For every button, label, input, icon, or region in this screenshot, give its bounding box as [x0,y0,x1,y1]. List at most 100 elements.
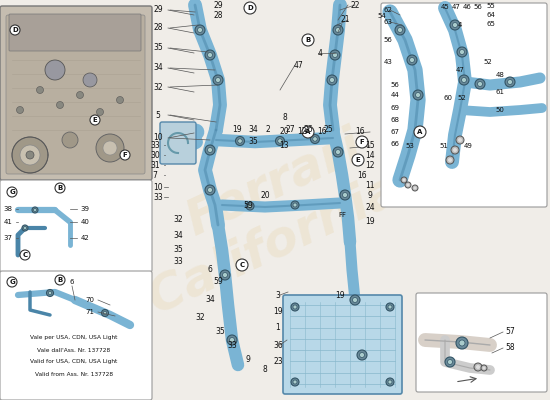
Text: 57: 57 [505,328,515,336]
Text: A: A [417,129,423,135]
Circle shape [236,259,248,271]
Text: 38: 38 [3,206,13,212]
Text: 10: 10 [153,182,163,192]
Circle shape [47,290,53,296]
Circle shape [55,183,65,193]
Circle shape [220,270,230,280]
Circle shape [505,77,515,87]
Text: 33: 33 [150,140,160,150]
Text: D: D [12,27,18,33]
Text: 35: 35 [153,44,163,52]
Circle shape [34,208,36,212]
Text: 6: 6 [70,279,74,285]
Text: 30: 30 [150,150,160,160]
Circle shape [453,22,458,28]
Circle shape [76,92,84,98]
Circle shape [117,96,124,104]
Circle shape [20,250,30,260]
Text: Vale per USA, CDN, USA Light: Vale per USA, CDN, USA Light [30,336,118,340]
Text: 1: 1 [276,324,280,332]
Circle shape [445,357,455,367]
Circle shape [302,34,314,46]
Text: 56: 56 [474,4,482,10]
Text: F: F [360,139,364,145]
Text: 26: 26 [303,126,313,134]
Text: B: B [57,277,63,283]
Text: 39: 39 [80,206,90,212]
Circle shape [293,305,297,309]
Text: 33: 33 [227,340,237,350]
Text: 70: 70 [85,297,95,303]
Circle shape [388,305,392,309]
Circle shape [451,146,459,154]
Text: 16: 16 [355,128,365,136]
Text: 4: 4 [317,48,322,58]
Text: 28: 28 [153,24,163,32]
Circle shape [410,58,415,62]
Circle shape [413,90,423,100]
Text: 40: 40 [80,219,90,225]
Text: 24: 24 [365,204,375,212]
Text: 37: 37 [3,235,13,241]
Text: 55: 55 [487,3,496,9]
Circle shape [195,25,205,35]
Circle shape [248,204,252,208]
Circle shape [340,190,350,200]
FancyBboxPatch shape [9,14,141,51]
Text: 59: 59 [213,278,223,286]
Circle shape [12,137,48,173]
Text: 56: 56 [383,37,393,43]
Circle shape [476,365,480,369]
Text: 52: 52 [483,59,492,65]
Circle shape [412,185,418,191]
Text: 19: 19 [365,218,375,226]
Text: 10: 10 [153,134,163,142]
Text: 20: 20 [279,128,289,136]
Text: 28: 28 [213,10,223,20]
Circle shape [448,158,452,162]
Text: G: G [9,279,15,285]
Circle shape [48,291,52,295]
Text: 62: 62 [383,7,393,13]
Text: 33: 33 [173,258,183,266]
Text: Valid for USA, CDN, USA Light: Valid for USA, CDN, USA Light [30,360,118,364]
Text: 69: 69 [390,105,399,111]
Circle shape [330,50,340,60]
Circle shape [103,141,117,155]
Text: 47: 47 [293,60,303,70]
Circle shape [386,303,394,311]
Circle shape [57,102,63,108]
Circle shape [450,20,460,30]
Text: FF: FF [338,212,346,218]
Text: C: C [23,252,28,258]
Circle shape [291,303,299,311]
Circle shape [293,380,297,384]
Circle shape [477,82,482,86]
Text: 9: 9 [367,190,372,200]
Text: Valid from Ass. Nr. 137728: Valid from Ass. Nr. 137728 [35,372,113,376]
Circle shape [333,52,338,58]
Text: 8: 8 [263,366,267,374]
Text: E: E [356,157,360,163]
Text: 16: 16 [357,170,367,180]
Circle shape [96,108,103,116]
Circle shape [336,150,340,154]
Text: 49: 49 [464,143,472,149]
Text: 36: 36 [273,340,283,350]
Circle shape [356,136,368,148]
Text: 60: 60 [443,95,453,101]
Text: 56: 56 [390,82,399,88]
Circle shape [96,134,124,162]
Text: 3: 3 [276,290,280,300]
Circle shape [459,75,469,85]
Text: 4: 4 [458,22,462,28]
Circle shape [457,47,467,57]
Text: 61: 61 [496,89,504,95]
Circle shape [10,25,20,35]
Text: 47: 47 [455,67,464,73]
Circle shape [508,80,513,84]
Text: 29: 29 [153,6,163,14]
Circle shape [456,136,464,144]
Text: F: F [123,152,128,158]
Circle shape [329,78,334,82]
